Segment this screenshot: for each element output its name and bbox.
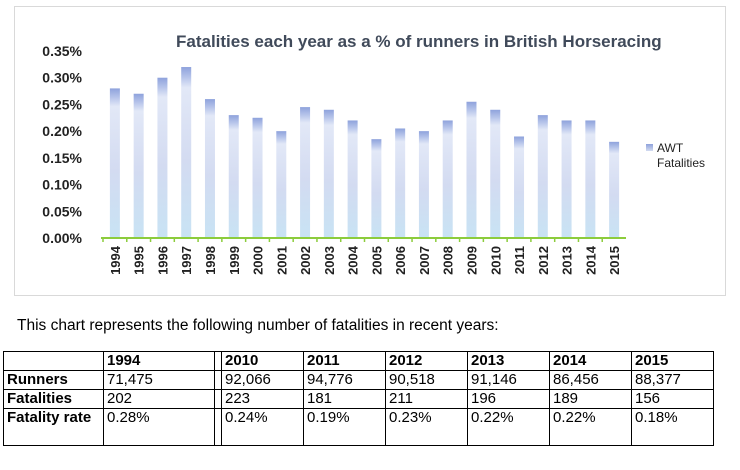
x-tick-label: 2000 (251, 246, 266, 275)
bar-2003 (323, 109, 334, 239)
table-cell: 86,456 (549, 370, 632, 390)
y-tick-label: 0.05% (42, 203, 82, 219)
x-tick-label: 1995 (132, 246, 147, 275)
table-header-row: 1994 2010 2011 2012 2013 2014 2015 (3, 351, 714, 371)
table-year-header: 1994 (103, 351, 215, 371)
x-tick-label: 2006 (393, 246, 408, 275)
table-cell: 0.28% (103, 408, 215, 446)
y-tick-label: 0.15% (42, 150, 82, 166)
y-tick-label: 0.30% (42, 70, 82, 86)
table-cell: 0.22% (467, 408, 550, 446)
table-gap-cell (214, 408, 222, 446)
bar-2007 (418, 131, 429, 238)
x-tick-label: 1994 (108, 245, 123, 275)
x-tick-label: 1997 (179, 246, 194, 275)
table-row-fatality-rate: Fatality rate 0.28% 0.24% 0.19% 0.23% 0.… (3, 408, 714, 446)
table-cell: 0.19% (303, 408, 386, 446)
bar-2004 (347, 120, 358, 238)
x-tick-label: 2008 (441, 246, 456, 275)
table-cell: 71,475 (103, 370, 215, 390)
x-tick-label: 2001 (274, 246, 289, 275)
x-tick-label: 1998 (203, 246, 218, 275)
x-tick-label: 1999 (227, 246, 242, 275)
y-tick-label: 0.35% (42, 43, 82, 59)
row-label: Runners (3, 370, 104, 390)
bar-chart: Fatalities each year as a % of runners i… (42, 32, 705, 275)
x-tick-label: 2003 (322, 246, 337, 275)
bar-1998 (204, 99, 215, 238)
table-gap-cell (214, 351, 222, 371)
bar-1995 (133, 93, 144, 238)
bar-2002 (300, 107, 311, 238)
bar-2000 (252, 117, 263, 238)
table-cell: 223 (221, 389, 304, 409)
bar-2008 (442, 120, 453, 238)
x-tick-label: 2010 (488, 246, 503, 275)
chart-caption: This chart represents the following numb… (17, 317, 499, 334)
table-gap-cell (214, 370, 222, 390)
fatalities-table: 1994 2010 2011 2012 2013 2014 2015 Runne… (3, 351, 714, 446)
bar-2005 (371, 139, 382, 238)
bar-2011 (514, 136, 525, 238)
y-tick-label: 0.00% (42, 230, 82, 246)
bar-2014 (585, 120, 596, 238)
table-cell: 0.22% (549, 408, 632, 446)
x-tick-label: 2012 (536, 246, 551, 275)
y-tick-label: 0.10% (42, 177, 82, 193)
bar-1997 (181, 67, 192, 239)
table-cell: 189 (549, 389, 632, 409)
table-cell: 0.24% (221, 408, 304, 446)
legend-swatch (646, 144, 653, 151)
table-row-runners: Runners 71,475 92,066 94,776 90,518 91,1… (3, 370, 714, 390)
table-cell: 94,776 (303, 370, 386, 390)
bar-2010 (490, 109, 501, 239)
x-tick-label: 2005 (369, 246, 384, 275)
y-tick-label: 0.25% (42, 96, 82, 112)
table-cell: 211 (385, 389, 468, 409)
table-cell: 90,518 (385, 370, 468, 390)
table-cell: 0.18% (631, 408, 714, 446)
table-cell: 156 (631, 389, 714, 409)
y-tick-label: 0.20% (42, 123, 82, 139)
x-tick-label: 2014 (583, 245, 598, 275)
bar-2009 (466, 101, 477, 238)
bar-2001 (276, 131, 287, 238)
bar-1994 (109, 88, 120, 239)
x-tick-label: 2011 (512, 246, 527, 274)
chart-frame: Fatalities each year as a % of runners i… (14, 6, 726, 296)
table-year-header: 2013 (467, 351, 550, 371)
table-cell: 181 (303, 389, 386, 409)
table-year-header: 2015 (631, 351, 714, 371)
chart-title: Fatalities each year as a % of runners i… (176, 32, 662, 51)
table-row-fatalities: Fatalities 202 223 181 211 196 189 156 (3, 389, 714, 409)
bar-2013 (561, 120, 572, 238)
bar-2015 (609, 141, 620, 238)
table-cell: 202 (103, 389, 215, 409)
bar-2006 (395, 128, 406, 238)
x-tick-label: 2007 (417, 246, 432, 275)
table-year-header: 2014 (549, 351, 632, 371)
table-corner-cell (3, 351, 104, 371)
table-cell: 91,146 (467, 370, 550, 390)
table-year-header: 2012 (385, 351, 468, 371)
table-year-header: 2011 (303, 351, 386, 371)
legend-label: AWT Fatalities (657, 141, 705, 170)
table-year-header: 2010 (221, 351, 304, 371)
row-label: Fatality rate (3, 408, 104, 446)
table-cell: 0.23% (385, 408, 468, 446)
x-tick-label: 1996 (155, 246, 170, 275)
bar-1999 (228, 115, 239, 238)
x-tick-label: 2009 (464, 246, 479, 275)
x-tick-label: 2015 (607, 246, 622, 275)
x-tick-label: 2013 (560, 246, 575, 275)
x-tick-label: 2004 (346, 245, 361, 275)
x-tick-label: 2002 (298, 246, 313, 275)
bar-2012 (537, 115, 548, 238)
table-cell: 92,066 (221, 370, 304, 390)
bar-1996 (157, 77, 168, 238)
table-cell: 196 (467, 389, 550, 409)
table-cell: 88,377 (631, 370, 714, 390)
row-label: Fatalities (3, 389, 104, 409)
table-gap-cell (214, 389, 222, 409)
